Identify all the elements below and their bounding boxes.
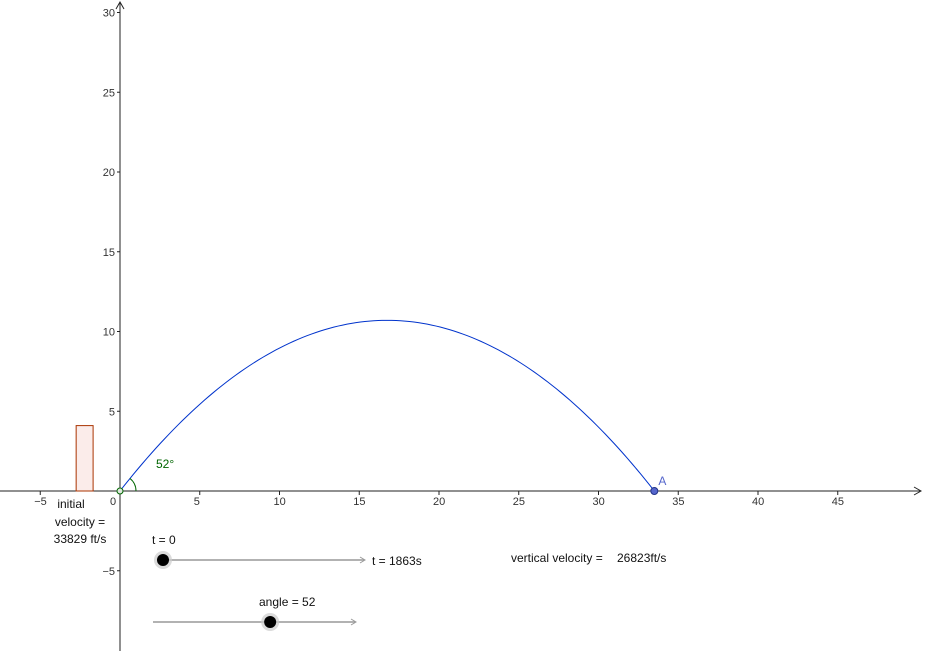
- velocity-bar: [75, 425, 94, 492]
- x-tick-label: 40: [752, 496, 764, 508]
- x-ticks: −5 0 5 10 15 20 25 30 35 40 45: [34, 491, 844, 508]
- t-slider[interactable]: t = 0 t = 1863s: [152, 533, 422, 569]
- t-slider-end-label: t = 1863s: [372, 554, 422, 568]
- y-tick-label: 5: [109, 406, 115, 418]
- y-tick-label: 15: [103, 247, 115, 259]
- point-a-label: A: [658, 474, 666, 488]
- t-slider-knob[interactable]: [154, 551, 172, 569]
- x-tick-label: 15: [353, 496, 365, 508]
- y-axis-arrow-icon: [115, 0, 125, 10]
- angle-label: 52°: [156, 457, 174, 471]
- y-tick-label: 20: [103, 167, 115, 179]
- y-tick-label: 25: [103, 87, 115, 99]
- initial-velocity-line1: initial: [57, 497, 84, 511]
- t-slider-label: t = 0: [152, 533, 176, 547]
- trajectory-curve: [119, 319, 655, 492]
- y-tick-label: 30: [103, 8, 115, 20]
- angle-slider[interactable]: angle = 52: [153, 595, 357, 631]
- initial-velocity-value: 33829 ft/s: [54, 532, 107, 546]
- angle-arc: [129, 477, 137, 492]
- vertical-velocity-label: vertical velocity =: [511, 551, 603, 565]
- y-tick-label: 10: [103, 327, 115, 339]
- x-tick-label: −5: [34, 496, 47, 508]
- x-tick-label: 30: [593, 496, 605, 508]
- y-tick-label: −5: [102, 566, 115, 578]
- angle-slider-knob[interactable]: [261, 613, 280, 631]
- x-tick-label: 35: [672, 496, 684, 508]
- initial-velocity-line2: velocity =: [55, 515, 105, 529]
- x-tick-label: 25: [513, 496, 525, 508]
- x-tick-label: 5: [194, 496, 200, 508]
- origin-point[interactable]: [116, 487, 124, 495]
- x-tick-label: 45: [832, 496, 844, 508]
- angle-slider-label: angle = 52: [259, 595, 316, 609]
- x-tick-label: 10: [274, 496, 286, 508]
- x-axis-arrow-icon: [913, 486, 923, 496]
- point-a[interactable]: [650, 487, 659, 495]
- vertical-velocity-value: 26823ft/s: [617, 551, 666, 565]
- y-ticks: −5 5 10 15 20 25 30: [102, 8, 120, 578]
- x-tick-label: 20: [433, 496, 445, 508]
- angle-slider-arrow-icon: [350, 618, 357, 626]
- x-tick-label: 0: [110, 496, 116, 508]
- t-slider-arrow-icon: [359, 556, 366, 564]
